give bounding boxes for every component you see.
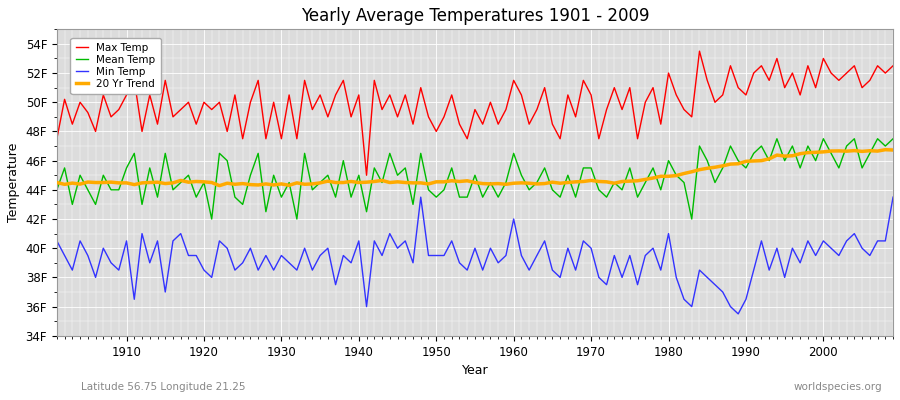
- Mean Temp: [206, 217, 217, 222]
- Max Temp: [51, 136, 62, 141]
- 20 Yr Trend: [880, 147, 891, 152]
- Mean Temp: [508, 151, 519, 156]
- Min Temp: [284, 260, 294, 265]
- Min Temp: [508, 217, 519, 222]
- Min Temp: [113, 268, 124, 272]
- Line: 20 Yr Trend: 20 Yr Trend: [57, 150, 893, 186]
- 20 Yr Trend: [51, 180, 62, 185]
- Max Temp: [284, 92, 294, 97]
- Min Temp: [887, 195, 898, 200]
- 20 Yr Trend: [292, 180, 302, 185]
- X-axis label: Year: Year: [462, 364, 489, 377]
- Mean Temp: [516, 173, 526, 178]
- Max Temp: [330, 92, 341, 97]
- Mean Temp: [338, 158, 348, 163]
- Mean Temp: [771, 136, 782, 141]
- Mean Temp: [51, 188, 62, 192]
- 20 Yr Trend: [214, 183, 225, 188]
- Mean Temp: [113, 188, 124, 192]
- 20 Yr Trend: [609, 181, 620, 186]
- Max Temp: [694, 49, 705, 54]
- Max Temp: [609, 85, 620, 90]
- Line: Mean Temp: Mean Temp: [57, 139, 893, 219]
- Min Temp: [416, 195, 427, 200]
- 20 Yr Trend: [113, 180, 124, 185]
- Min Temp: [516, 253, 526, 258]
- 20 Yr Trend: [338, 180, 348, 185]
- Line: Min Temp: Min Temp: [57, 197, 893, 314]
- Min Temp: [609, 253, 620, 258]
- Mean Temp: [887, 136, 898, 141]
- Max Temp: [516, 92, 526, 97]
- Y-axis label: Temperature: Temperature: [7, 143, 20, 222]
- Min Temp: [733, 312, 743, 316]
- 20 Yr Trend: [516, 180, 526, 185]
- Max Temp: [887, 63, 898, 68]
- Title: Yearly Average Temperatures 1901 - 2009: Yearly Average Temperatures 1901 - 2009: [301, 7, 649, 25]
- Min Temp: [51, 238, 62, 243]
- 20 Yr Trend: [887, 148, 898, 152]
- Max Temp: [508, 78, 519, 83]
- Max Temp: [361, 173, 372, 178]
- Mean Temp: [609, 180, 620, 185]
- Mean Temp: [292, 217, 302, 222]
- Text: worldspecies.org: worldspecies.org: [794, 382, 882, 392]
- Text: Latitude 56.75 Longitude 21.25: Latitude 56.75 Longitude 21.25: [81, 382, 246, 392]
- Max Temp: [113, 107, 124, 112]
- Min Temp: [330, 282, 341, 287]
- Legend: Max Temp, Mean Temp, Min Temp, 20 Yr Trend: Max Temp, Mean Temp, Min Temp, 20 Yr Tre…: [70, 38, 161, 94]
- Line: Max Temp: Max Temp: [57, 51, 893, 175]
- 20 Yr Trend: [508, 181, 519, 186]
